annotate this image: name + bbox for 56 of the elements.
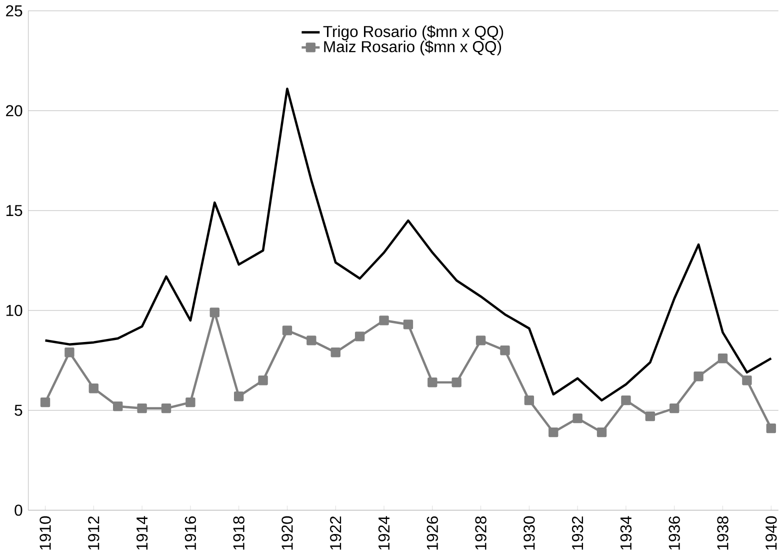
point [524, 395, 534, 406]
point [234, 391, 244, 402]
x-tick-label: 1924 [378, 516, 390, 550]
x-tick-label: 1932 [572, 516, 584, 550]
y-tick-label: 10 [6, 304, 22, 316]
x-tick-label: 1918 [233, 516, 244, 550]
point [258, 375, 268, 386]
y-tick-label: 0 [14, 504, 22, 516]
x-tick-label: 1940 [766, 516, 777, 550]
x-tick-label: 1934 [620, 516, 632, 550]
point [670, 403, 680, 414]
legend-label: Trigo Rosario ($mn x QQ) [323, 25, 504, 40]
point [88, 383, 98, 394]
point [572, 413, 582, 424]
point [428, 377, 438, 388]
x-tick-label: 1912 [88, 516, 100, 550]
point [137, 403, 147, 414]
point [742, 375, 752, 386]
x-tick-label: 1926 [426, 516, 438, 550]
x-tick-label: 1922 [330, 516, 342, 550]
x-tick-label: 1930 [524, 516, 535, 550]
point [694, 371, 704, 382]
x-tick-label: 1910 [40, 516, 51, 550]
point [500, 346, 510, 356]
legend-label: Maiz Rosario ($mn x QQ) [324, 40, 502, 56]
point [476, 336, 486, 346]
point [282, 326, 292, 336]
point [403, 320, 414, 330]
point [161, 403, 172, 414]
point [210, 308, 220, 318]
point [596, 427, 607, 438]
x-tick-label: 1928 [475, 516, 486, 550]
point [64, 348, 74, 358]
line-series [44, 88, 772, 402]
x-tick-label: 1916 [184, 516, 196, 550]
point [452, 377, 462, 388]
y-tick-label: 25 [6, 5, 22, 16]
point [113, 401, 123, 412]
y-tick-label: 15 [6, 205, 22, 216]
point [379, 316, 389, 326]
point [548, 427, 558, 438]
x-tick-label: 1914 [136, 516, 148, 550]
point [645, 411, 656, 422]
point [766, 423, 776, 434]
x-tick-label: 1920 [282, 516, 293, 550]
x-tick-label: 1936 [668, 516, 680, 550]
point [330, 348, 340, 358]
point [306, 336, 316, 346]
point [718, 354, 728, 364]
point [40, 397, 50, 408]
point [186, 397, 196, 408]
x-tick-label: 1938 [717, 516, 728, 550]
y-tick-label: 20 [6, 105, 22, 116]
point [354, 332, 365, 342]
point [621, 395, 631, 406]
y-tick-label: 5 [14, 404, 22, 416]
